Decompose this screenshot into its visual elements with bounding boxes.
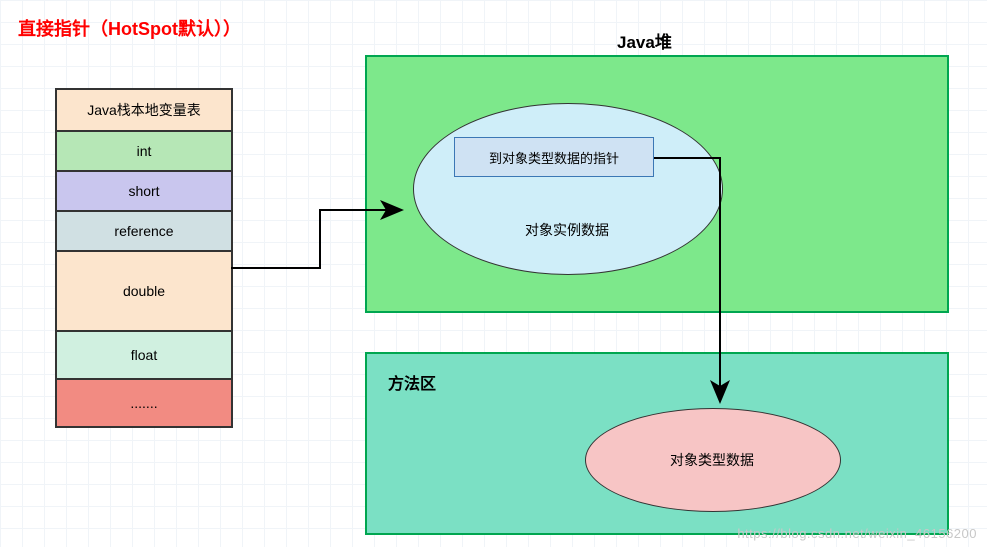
stack-row-reference: reference (56, 211, 232, 251)
type-data-label: 对象类型数据 (670, 450, 754, 470)
stack-row-short: short (56, 171, 232, 211)
method-area-title: 方法区 (388, 370, 436, 394)
stack-row-double: double (56, 251, 232, 331)
diagram-title: 直接指针（HotSpot默认）） (18, 15, 241, 41)
instance-data-label: 对象实例数据 (525, 220, 609, 240)
instance-data-ellipse (413, 103, 723, 275)
stack-row-int: int (56, 131, 232, 171)
stack-row-float: float (56, 331, 232, 379)
watermark: https://blog.csdn.net/weixin_46156200 (737, 526, 977, 541)
heap-title: Java堆 (617, 28, 672, 53)
stack-local-var-table: Java栈本地变量表intshortreferencedoublefloat..… (55, 88, 233, 428)
type-pointer-box: 到对象类型数据的指针 (454, 137, 654, 177)
type-pointer-label: 到对象类型数据的指针 (489, 148, 619, 167)
stack-row-.......: ....... (56, 379, 232, 427)
stack-header: Java栈本地变量表 (56, 89, 232, 131)
